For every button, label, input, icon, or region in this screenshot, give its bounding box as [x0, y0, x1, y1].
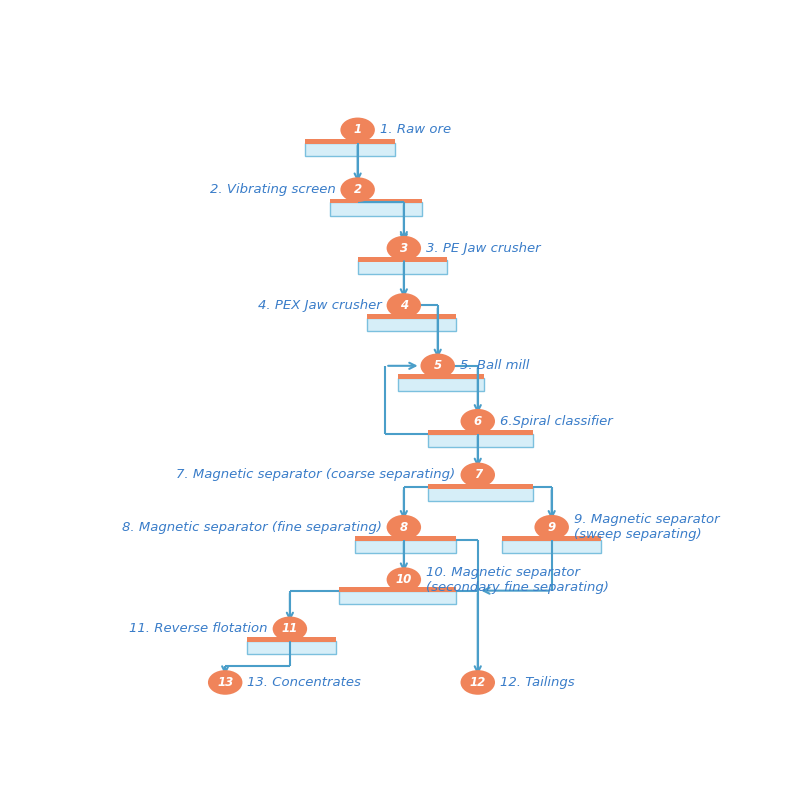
Text: 3: 3	[400, 242, 408, 254]
Text: 7. Magnetic separator (coarse separating): 7. Magnetic separator (coarse separating…	[177, 468, 455, 482]
Bar	[339, 590, 456, 604]
Bar	[339, 587, 456, 592]
Bar	[502, 539, 601, 553]
Bar	[358, 261, 447, 274]
Text: 8: 8	[400, 521, 408, 534]
Bar	[354, 536, 456, 541]
Text: 11: 11	[282, 622, 298, 635]
Ellipse shape	[421, 354, 455, 378]
Text: 8. Magnetic separator (fine separating): 8. Magnetic separator (fine separating)	[122, 521, 382, 534]
Ellipse shape	[386, 567, 421, 592]
Ellipse shape	[208, 670, 242, 694]
Text: 13. Concentrates: 13. Concentrates	[247, 676, 362, 689]
Text: 12: 12	[470, 676, 486, 689]
Text: 9. Magnetic separator
(sweep separating): 9. Magnetic separator (sweep separating)	[574, 514, 719, 542]
Text: 1. Raw ore: 1. Raw ore	[380, 123, 451, 136]
Ellipse shape	[386, 293, 421, 318]
Ellipse shape	[340, 178, 375, 202]
Bar	[367, 314, 456, 319]
Text: 11. Reverse flotation: 11. Reverse flotation	[130, 622, 268, 635]
Text: 10: 10	[396, 573, 412, 586]
Text: 1: 1	[354, 123, 362, 136]
Text: 4: 4	[400, 299, 408, 312]
Bar	[246, 637, 336, 642]
Text: 7: 7	[474, 468, 482, 482]
Ellipse shape	[534, 515, 569, 539]
Text: 2. Vibrating screen: 2. Vibrating screen	[210, 183, 335, 196]
Ellipse shape	[386, 515, 421, 539]
Text: 6.Spiral classifier: 6.Spiral classifier	[500, 414, 613, 428]
Bar	[502, 536, 601, 541]
Ellipse shape	[461, 670, 495, 694]
Bar	[358, 257, 447, 262]
Text: 10. Magnetic separator
(secondary fine separating): 10. Magnetic separator (secondary fine s…	[426, 566, 609, 594]
Text: 3. PE Jaw crusher: 3. PE Jaw crusher	[426, 242, 541, 254]
Text: 5. Ball mill: 5. Ball mill	[460, 359, 530, 372]
Text: 2: 2	[354, 183, 362, 196]
Text: 5: 5	[434, 359, 442, 372]
Text: 12. Tailings: 12. Tailings	[500, 676, 574, 689]
Bar	[429, 434, 533, 447]
Bar	[330, 202, 422, 215]
Bar	[429, 487, 533, 501]
Ellipse shape	[386, 236, 421, 261]
Text: 13: 13	[217, 676, 234, 689]
Bar	[429, 484, 533, 489]
Bar	[354, 539, 456, 553]
Bar	[306, 143, 394, 156]
Ellipse shape	[461, 462, 495, 487]
Bar	[306, 139, 394, 144]
Ellipse shape	[461, 409, 495, 434]
Bar	[330, 198, 422, 203]
Ellipse shape	[273, 617, 307, 641]
Bar	[398, 378, 484, 391]
Ellipse shape	[340, 118, 375, 142]
Bar	[429, 430, 533, 435]
Text: 4. PEX Jaw crusher: 4. PEX Jaw crusher	[258, 299, 382, 312]
Bar	[367, 318, 456, 331]
Text: 9: 9	[548, 521, 556, 534]
Text: 6: 6	[474, 414, 482, 428]
Bar	[246, 641, 336, 654]
Bar	[398, 374, 484, 379]
